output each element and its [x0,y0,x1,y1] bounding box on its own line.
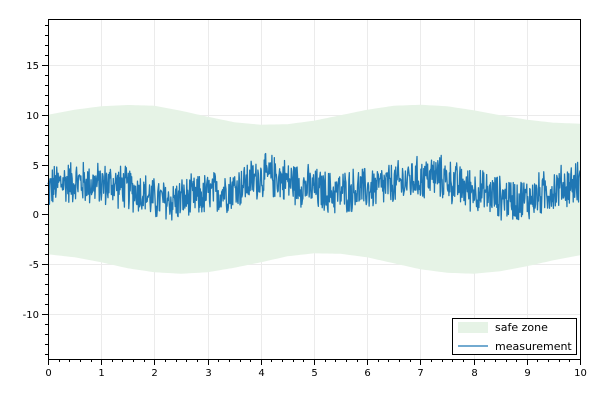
legend-swatch-safe-zone [458,322,488,333]
x-tick-label: 7 [417,368,423,379]
legend: safe zone measurement [452,318,577,355]
measurement-line [47,152,581,221]
x-tick-label: 0 [45,368,51,379]
x-axis: 0 1 2 3 4 5 6 7 8 9 10 [45,359,587,379]
x-tick-label: 8 [471,368,477,379]
x-tick-label: 3 [205,368,211,379]
y-axis: -10 -5 0 5 10 15 [23,25,48,355]
x-tick-label: 1 [98,368,104,379]
y-tick-label: -5 [29,260,39,271]
x-tick-label: 9 [524,368,530,379]
y-tick-label: 0 [33,210,39,221]
y-tick-label: 15 [26,61,39,72]
legend-label-measurement: measurement [495,340,572,353]
legend-label-safe-zone: safe zone [495,321,548,334]
y-tick-label: 10 [26,111,39,122]
y-tick-label: 5 [33,161,39,172]
x-tick-label: 2 [151,368,157,379]
x-tick-label: 10 [574,368,587,379]
x-tick-label: 6 [364,368,370,379]
x-tick-label: 5 [311,368,317,379]
y-tick-label: -10 [23,310,39,321]
x-tick-label: 4 [258,368,264,379]
